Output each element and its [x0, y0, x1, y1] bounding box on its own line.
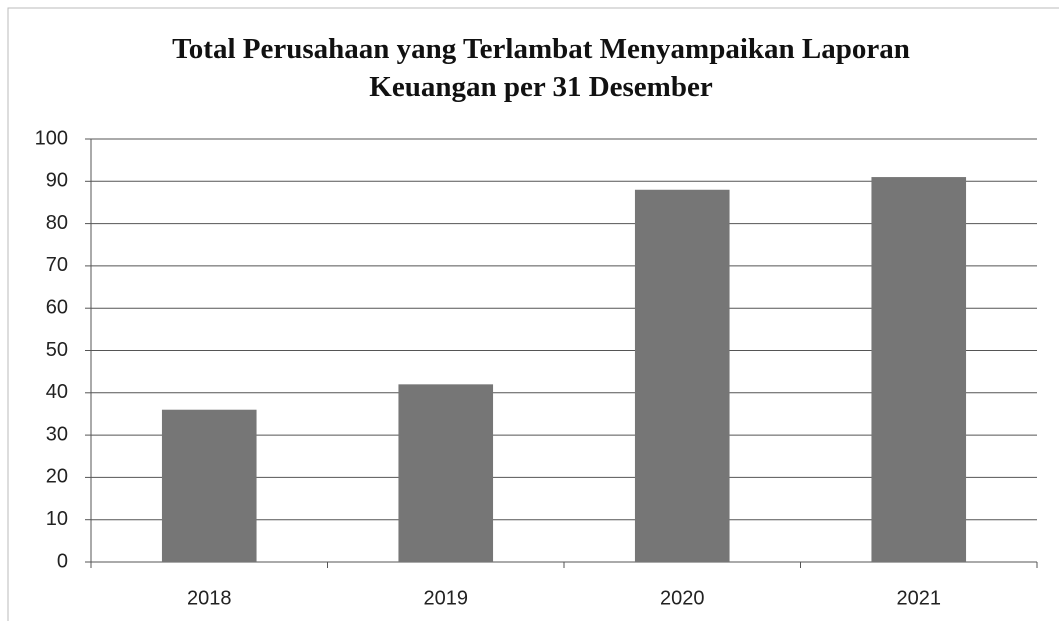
y-tick-label: 90	[46, 170, 68, 192]
y-tick-label: 10	[46, 508, 68, 530]
y-tick-label: 0	[57, 550, 68, 572]
x-tick-label: 2020	[660, 587, 705, 609]
x-tick-label: 2021	[897, 587, 942, 609]
x-tick-label: 2019	[424, 587, 469, 609]
y-tick-label: 40	[46, 381, 68, 403]
bar	[398, 384, 494, 562]
bar	[871, 177, 967, 562]
y-tick-label: 50	[46, 339, 68, 361]
bar	[634, 189, 730, 562]
y-tick-label: 80	[46, 212, 68, 234]
chart-title: Total Perusahaan yang Terlambat Menyampa…	[172, 33, 910, 103]
y-tick-label: 100	[35, 127, 68, 149]
y-tick-label: 70	[46, 254, 68, 276]
y-tick-label: 20	[46, 466, 68, 488]
chart-frame	[7, 7, 1059, 621]
bar	[161, 409, 257, 562]
y-tick-label: 60	[46, 296, 68, 318]
x-tick-label: 2018	[187, 587, 232, 609]
y-tick-label: 30	[46, 423, 68, 445]
